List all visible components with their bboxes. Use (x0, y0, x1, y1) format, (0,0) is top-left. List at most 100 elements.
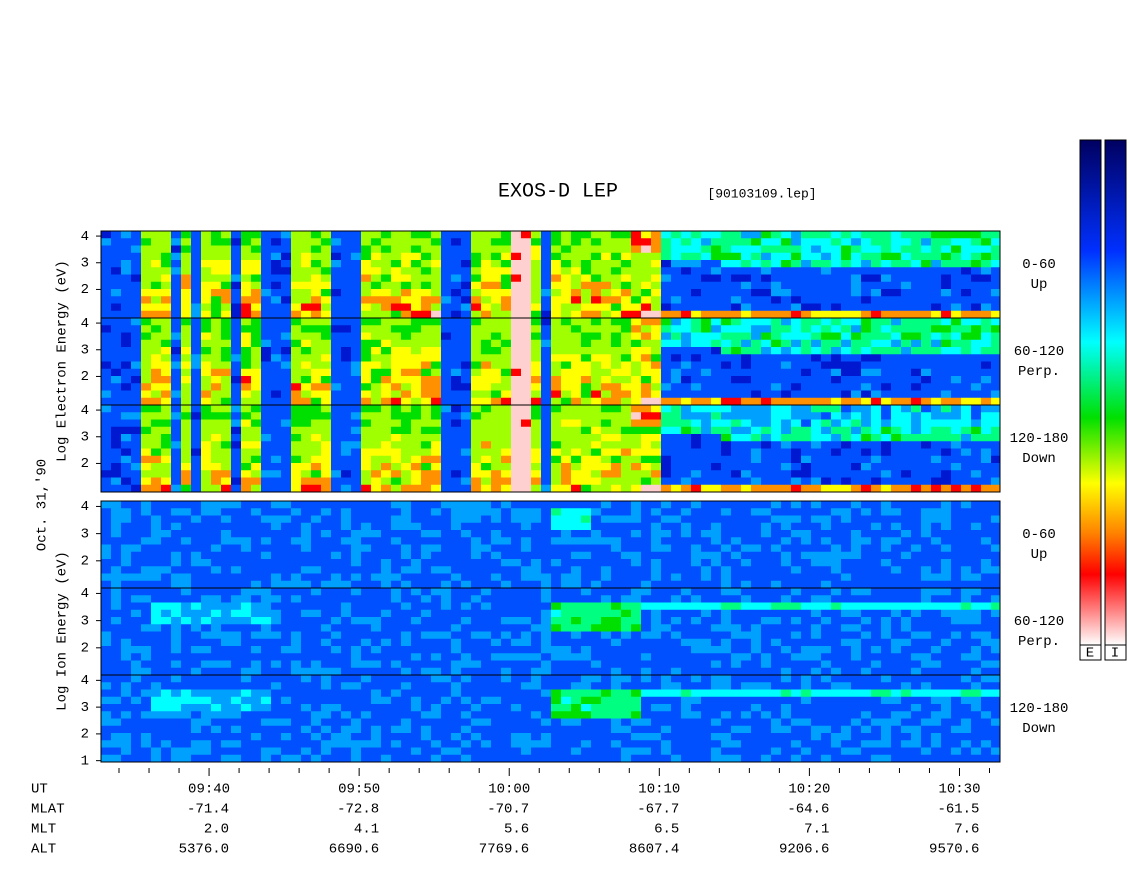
spectrogram-cell (231, 609, 241, 618)
spectrogram-cell (711, 260, 721, 268)
spectrogram-cell (331, 602, 341, 611)
spectrogram-cell (771, 559, 781, 567)
spectrogram-cell (941, 426, 951, 435)
spectrogram-cell (141, 667, 151, 676)
spectrogram-cell (131, 252, 141, 261)
spectrogram-cell (361, 426, 371, 435)
spectrogram-cell (391, 470, 401, 478)
spectrogram-cell (161, 484, 171, 493)
spectrogram-cell (521, 609, 531, 618)
spectrogram-cell (351, 347, 361, 355)
spectrogram-cell (271, 441, 281, 449)
spectrogram-cell (851, 412, 861, 420)
spectrogram-cell (621, 390, 631, 399)
spectrogram-cell (381, 310, 391, 319)
spectrogram-cell (481, 361, 491, 370)
spectrogram-cell (811, 332, 821, 341)
spectrogram-cell (301, 281, 311, 290)
spectrogram-cell (661, 354, 671, 362)
spectrogram-cell (371, 667, 381, 676)
spectrogram-cell (211, 354, 221, 362)
spectrogram-cell (621, 580, 631, 589)
spectrogram-cell (391, 434, 401, 442)
spectrogram-cell (621, 551, 631, 560)
spectrogram-cell (771, 310, 781, 319)
spectrogram-cell (341, 667, 351, 676)
spectrogram-cell (741, 318, 751, 326)
spectrogram-cell (591, 434, 601, 442)
spectrogram-cell (211, 470, 221, 478)
spectrogram-cell (741, 463, 751, 471)
spectrogram-cell (131, 508, 141, 516)
spectrogram-cell (391, 588, 401, 596)
spectrogram-cell (471, 289, 481, 297)
spectrogram-cell (741, 390, 751, 399)
spectrogram-cell (801, 405, 811, 413)
spectrogram-cell (551, 238, 561, 246)
spectrogram-cell (901, 296, 911, 304)
spectrogram-cell (861, 274, 871, 283)
spectrogram-cell (781, 289, 791, 297)
spectrogram-cell (141, 530, 151, 538)
spectrogram-cell (421, 515, 431, 524)
spectrogram-cell (461, 522, 471, 531)
spectrogram-cell (471, 274, 481, 283)
spectrogram-cell (171, 260, 181, 268)
spectrogram-cell (661, 274, 671, 283)
spectrogram-cell (801, 332, 811, 341)
spectrogram-cell (211, 281, 221, 290)
spectrogram-cell (691, 455, 701, 464)
spectrogram-cell (801, 252, 811, 261)
spectrogram-cell (681, 455, 691, 464)
spectrogram-cell (151, 602, 161, 611)
spectrogram-cell (501, 325, 511, 333)
spectrogram-cell (901, 501, 911, 509)
spectrogram-cell (241, 537, 251, 545)
spectrogram-cell (921, 361, 931, 370)
spectrogram-cell (561, 361, 571, 370)
spectrogram-cell (921, 281, 931, 290)
spectrogram-cell (591, 390, 601, 399)
spectrogram-cell (521, 544, 531, 553)
spectrogram-cell (471, 646, 481, 654)
spectrogram-cell (361, 448, 371, 457)
spectrogram-cell (561, 573, 571, 582)
spectrogram-cell (371, 376, 381, 384)
spectrogram-cell (191, 508, 201, 516)
spectrogram-cell (211, 580, 221, 589)
spectrogram-cell (541, 646, 551, 654)
spectrogram-cell (141, 318, 151, 326)
spectrogram-cell (601, 609, 611, 618)
spectrogram-cell (721, 383, 731, 391)
spectrogram-cell (901, 522, 911, 531)
spectrogram-cell (751, 426, 761, 435)
spectrogram-cell (771, 522, 781, 531)
spectrogram-cell (391, 617, 401, 625)
spectrogram-cell (191, 609, 201, 618)
spectrogram-cell (201, 274, 211, 283)
spectrogram-cell (591, 646, 601, 654)
spectrogram-cell (921, 397, 931, 406)
spectrogram-cell (631, 455, 641, 464)
spectrogram-cell (491, 537, 501, 545)
spectrogram-cell (931, 347, 941, 355)
spectrogram-cell (741, 339, 751, 348)
spectrogram-cell (831, 455, 841, 464)
spectrogram-cell (821, 347, 831, 355)
spectrogram-cell (251, 238, 261, 246)
spectrogram-cell (571, 412, 581, 420)
spectrogram-cell (271, 551, 281, 560)
spectrogram-cell (861, 455, 871, 464)
spectrogram-cell (571, 631, 581, 640)
spectrogram-cell (451, 638, 461, 647)
spectrogram-cell (251, 412, 261, 420)
spectrogram-cell (771, 441, 781, 449)
spectrogram-cell (661, 522, 671, 531)
spectrogram-cell (801, 260, 811, 268)
spectrogram-cell (121, 231, 131, 239)
spectrogram-cell (291, 419, 301, 428)
spectrogram-cell (401, 508, 411, 516)
spectrogram-cell (111, 368, 121, 377)
spectrogram-cell (351, 231, 361, 239)
spectrogram-cell (811, 448, 821, 457)
